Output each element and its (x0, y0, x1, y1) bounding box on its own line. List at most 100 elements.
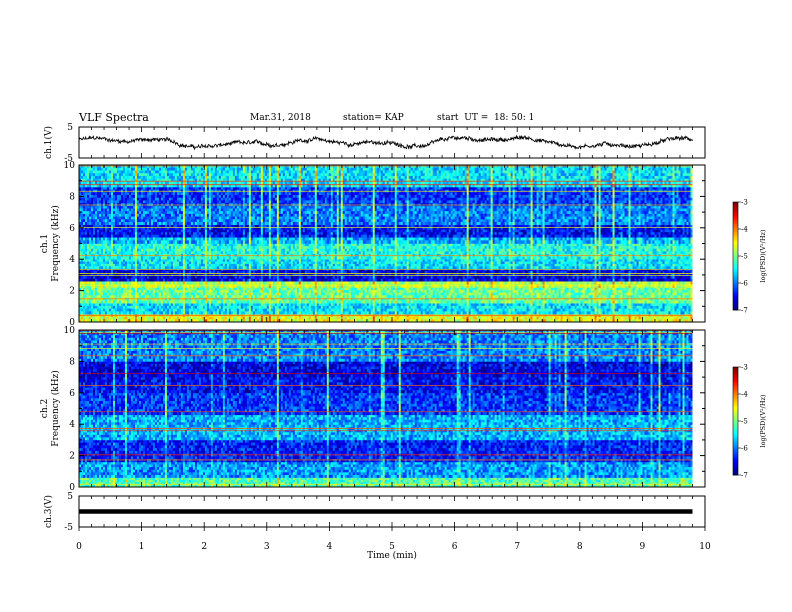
spectrogram-cell (442, 290, 445, 293)
spectrogram-cell (286, 300, 290, 304)
spectrogram-cell (554, 292, 557, 296)
spectrogram-cell (554, 297, 557, 301)
spectrogram-cell (122, 297, 126, 301)
spectrogram-cell (432, 284, 435, 288)
spectrogram-cell (542, 284, 545, 288)
spectrogram-cell (536, 292, 539, 296)
spectrogram-cell (346, 308, 350, 312)
spectrogram-cell (296, 281, 300, 285)
spectrogram-cell (174, 300, 178, 304)
spectrogram-cell (558, 319, 561, 323)
spectrogram-cell (590, 287, 593, 291)
spectrogram-cell (422, 303, 426, 307)
spectrogram-cell (278, 290, 282, 293)
spectrogram-cell (362, 292, 366, 296)
spectrogram-cell (376, 300, 380, 304)
spectrogram-cell (448, 303, 451, 307)
spectrogram-cell (352, 300, 356, 304)
spectrogram-cell (100, 303, 104, 307)
spectrogram-cell (148, 287, 152, 291)
spectrogram-cell (216, 284, 220, 288)
spectrogram-cell (168, 303, 172, 307)
spectrogram-cell (634, 281, 637, 285)
spectrogram-cell (440, 297, 443, 301)
spectrogram-cell (516, 281, 519, 285)
spectrogram-cell (342, 303, 346, 307)
spectrogram-cell (336, 300, 340, 304)
spectrogram-cell (666, 287, 669, 291)
spectrogram-cell (658, 319, 661, 323)
spectrogram-cell (416, 292, 420, 296)
spectrogram-cell (440, 303, 443, 307)
spectrogram-cell (614, 287, 617, 291)
spectrogram-cell (186, 311, 190, 315)
spectrogram-cell (234, 300, 238, 304)
spectrogram-cell (654, 319, 657, 323)
spectrogram-cell (474, 290, 477, 293)
spectrogram-cell (518, 316, 521, 320)
spectrogram-cell (344, 287, 348, 291)
spectrogram-cell (514, 281, 517, 285)
spectrogram-cell (446, 287, 449, 291)
spectrogram-cell (420, 297, 424, 301)
spectrogram-cell (288, 281, 292, 285)
spectrogram-cell (382, 311, 386, 315)
spectrogram-cell (530, 292, 533, 296)
spectrogram-cell (156, 311, 160, 315)
spectrogram-cell (490, 308, 493, 312)
spectrogram-cell (186, 297, 190, 301)
spectrogram-cell (264, 319, 268, 323)
spectrogram-cell (686, 290, 689, 293)
spectrogram-cell (512, 297, 515, 301)
spectrogram-cell (372, 290, 376, 293)
spectrogram-cell (452, 308, 455, 312)
spectrogram-cell (84, 295, 88, 299)
spectrogram-cell (226, 297, 230, 301)
spectrogram-cell (582, 292, 585, 296)
spectrogram-cell (466, 308, 469, 312)
spectrogram-cell (576, 281, 579, 285)
spectrogram-cell (256, 319, 260, 323)
spectrogram-cell (560, 292, 563, 296)
spectrogram-cell (232, 297, 236, 301)
spectrogram-cell (510, 281, 513, 285)
spectrogram-cell (128, 284, 132, 288)
spectrogram-cell (160, 319, 164, 323)
spectrogram-cell (634, 287, 637, 291)
spectrogram-cell (410, 295, 414, 299)
spectrogram-cell (106, 311, 110, 315)
spectrogram-cell (454, 303, 457, 307)
spectrogram-cell (308, 287, 312, 291)
spectrogram-cell (654, 311, 657, 315)
spectrogram-cell (600, 287, 603, 291)
spectrogram-cell (532, 290, 535, 293)
spectrogram-cell (296, 316, 300, 320)
spectrogram-cell (226, 303, 230, 307)
spectrogram-cell (524, 311, 527, 315)
spectrogram-cell (588, 295, 591, 299)
spectrogram-cell (450, 297, 453, 301)
spectrogram-cell (284, 300, 288, 304)
spectrogram-cell (348, 319, 352, 323)
spectrogram-cell (590, 284, 593, 288)
spectrogram-cell (262, 292, 266, 296)
spectrogram-cell (530, 316, 533, 320)
spectrogram-cell (578, 305, 581, 309)
spectrogram-cell (214, 300, 218, 304)
spectrogram-cell (676, 305, 679, 309)
spectrogram-cell (588, 319, 591, 323)
spectrogram-cell (324, 319, 328, 323)
spectrogram-cell (364, 287, 368, 291)
spectrogram-cell (396, 308, 400, 312)
spectrogram-cell (600, 281, 603, 285)
spectrogram-cell (448, 311, 451, 315)
spectrogram-cell (478, 305, 481, 309)
spectrogram-cell (200, 290, 204, 293)
spectrogram-cell (602, 311, 605, 315)
spectrogram-cell (470, 308, 473, 312)
spectrogram-cell (252, 300, 256, 304)
spectrogram-cell (102, 316, 106, 320)
spectrogram-cell (464, 284, 467, 288)
spectrogram-cell (348, 284, 352, 288)
spectrogram-cell (326, 319, 330, 323)
